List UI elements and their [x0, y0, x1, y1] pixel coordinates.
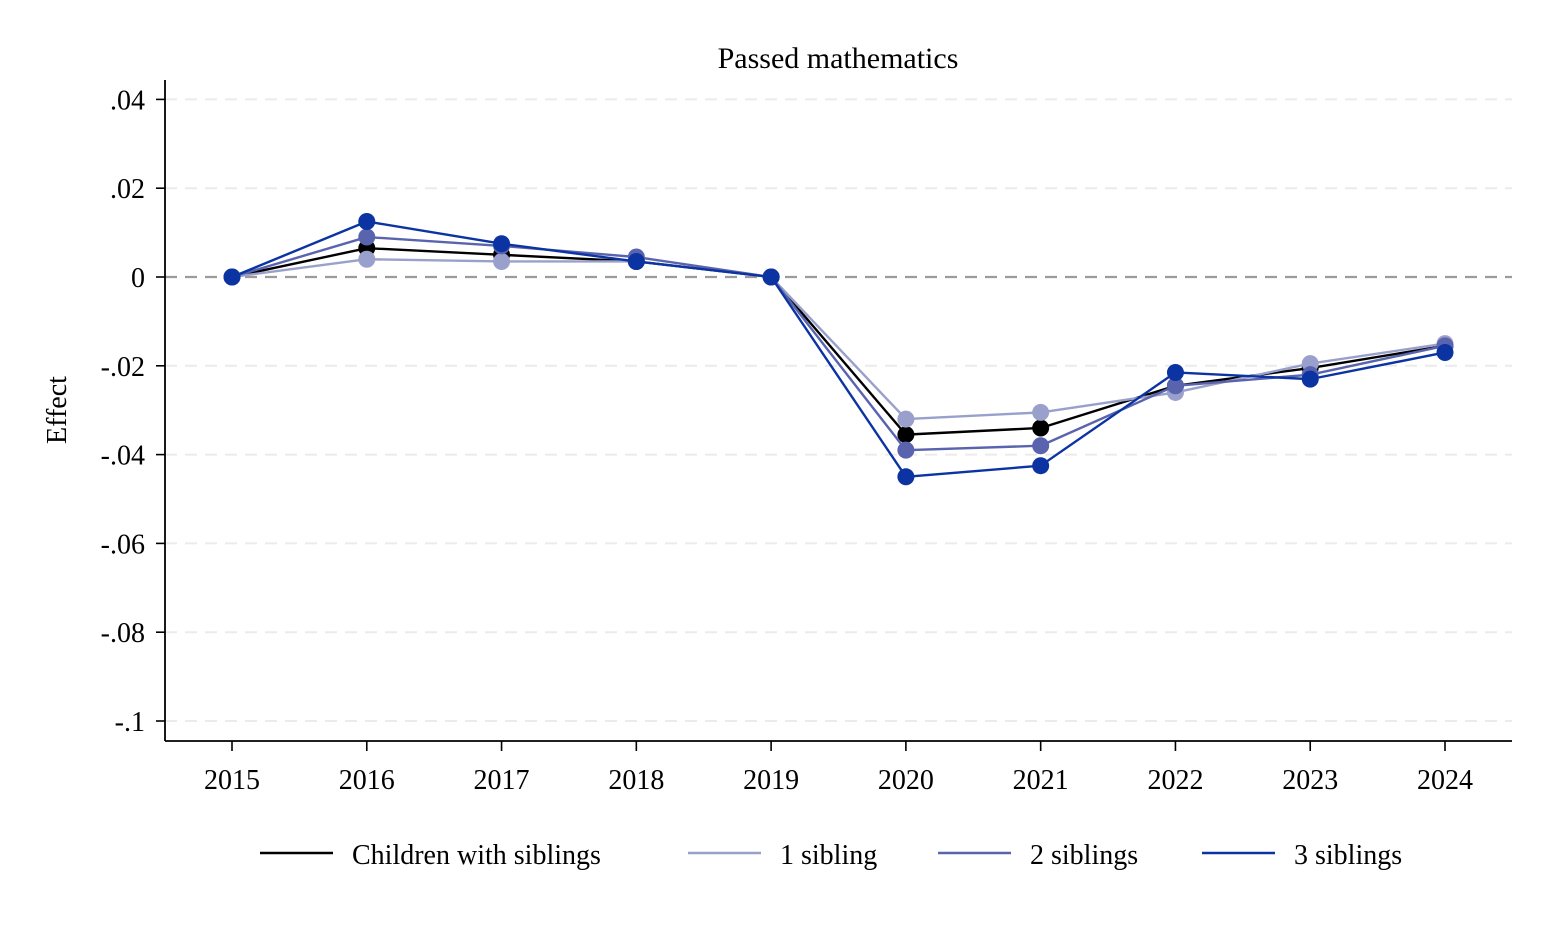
legend-label: 2 siblings [1030, 840, 1138, 871]
data-point [358, 250, 376, 268]
data-point [897, 468, 915, 486]
data-point [1032, 457, 1050, 475]
legend-label: 3 siblings [1294, 840, 1402, 871]
y-tick-label: -.06 [101, 529, 145, 560]
data-point [897, 426, 915, 444]
x-tick-label: 2023 [1282, 765, 1338, 796]
data-point [493, 252, 511, 270]
data-point [358, 213, 376, 230]
series-4 [223, 213, 1454, 486]
data-point [1032, 419, 1050, 437]
data-point [493, 235, 511, 253]
data-point [1436, 343, 1454, 361]
y-tick-label: -.08 [101, 618, 145, 649]
legend-label: 1 sibling [780, 840, 877, 871]
series-line [231, 258, 1446, 421]
gridlines [165, 98, 1512, 722]
y-axis-title: Effect [42, 376, 73, 444]
x-tick-label: 2019 [743, 765, 799, 796]
data-point [762, 268, 780, 286]
legend-item-2: 1 sibling [688, 840, 877, 871]
legend-item-3: 2 siblings [938, 840, 1138, 871]
data-point [897, 410, 915, 428]
legend-item-4: 3 siblings [1202, 840, 1402, 871]
x-tick-label: 2024 [1417, 765, 1473, 796]
series-line [231, 235, 1446, 452]
legend-item-1: Children with siblings [260, 840, 601, 871]
data-point [1032, 403, 1050, 421]
data-point [358, 228, 376, 246]
y-tick-label: 0 [131, 263, 145, 294]
data-point [897, 441, 915, 459]
data-point [1301, 370, 1319, 388]
series-1 [223, 239, 1454, 444]
data-point [1166, 363, 1184, 381]
data-point [223, 268, 241, 286]
x-tick-label: 2015 [204, 765, 260, 796]
x-tick-label: 2016 [339, 765, 395, 796]
y-tick-label: .04 [110, 85, 145, 116]
series-lines [223, 213, 1454, 486]
x-tick-label: 2017 [474, 765, 530, 796]
legend-label: Children with siblings [352, 840, 601, 871]
y-tick-label: .02 [110, 174, 145, 205]
y-tick-label: -.1 [115, 707, 145, 738]
x-tick-label: 2022 [1147, 765, 1203, 796]
x-tick-label: 2020 [878, 765, 934, 796]
data-point [1032, 437, 1050, 455]
axes: .04 .02 0 -.02 -.04 -.06 -.08 -.1 2015 2016 2017 20… [101, 80, 1512, 796]
data-point [1166, 377, 1184, 395]
data-point [627, 252, 645, 270]
chart-title: Passed mathematics [718, 42, 959, 75]
legend: Children with siblings 1 sibling 2 sibling… [260, 840, 1402, 871]
series-3 [223, 228, 1454, 459]
x-tick-label: 2021 [1013, 765, 1069, 796]
y-tick-label: -.02 [101, 352, 145, 383]
series-line [231, 220, 1446, 478]
x-tick-label: 2018 [608, 765, 664, 796]
y-tick-label: -.04 [101, 441, 145, 472]
